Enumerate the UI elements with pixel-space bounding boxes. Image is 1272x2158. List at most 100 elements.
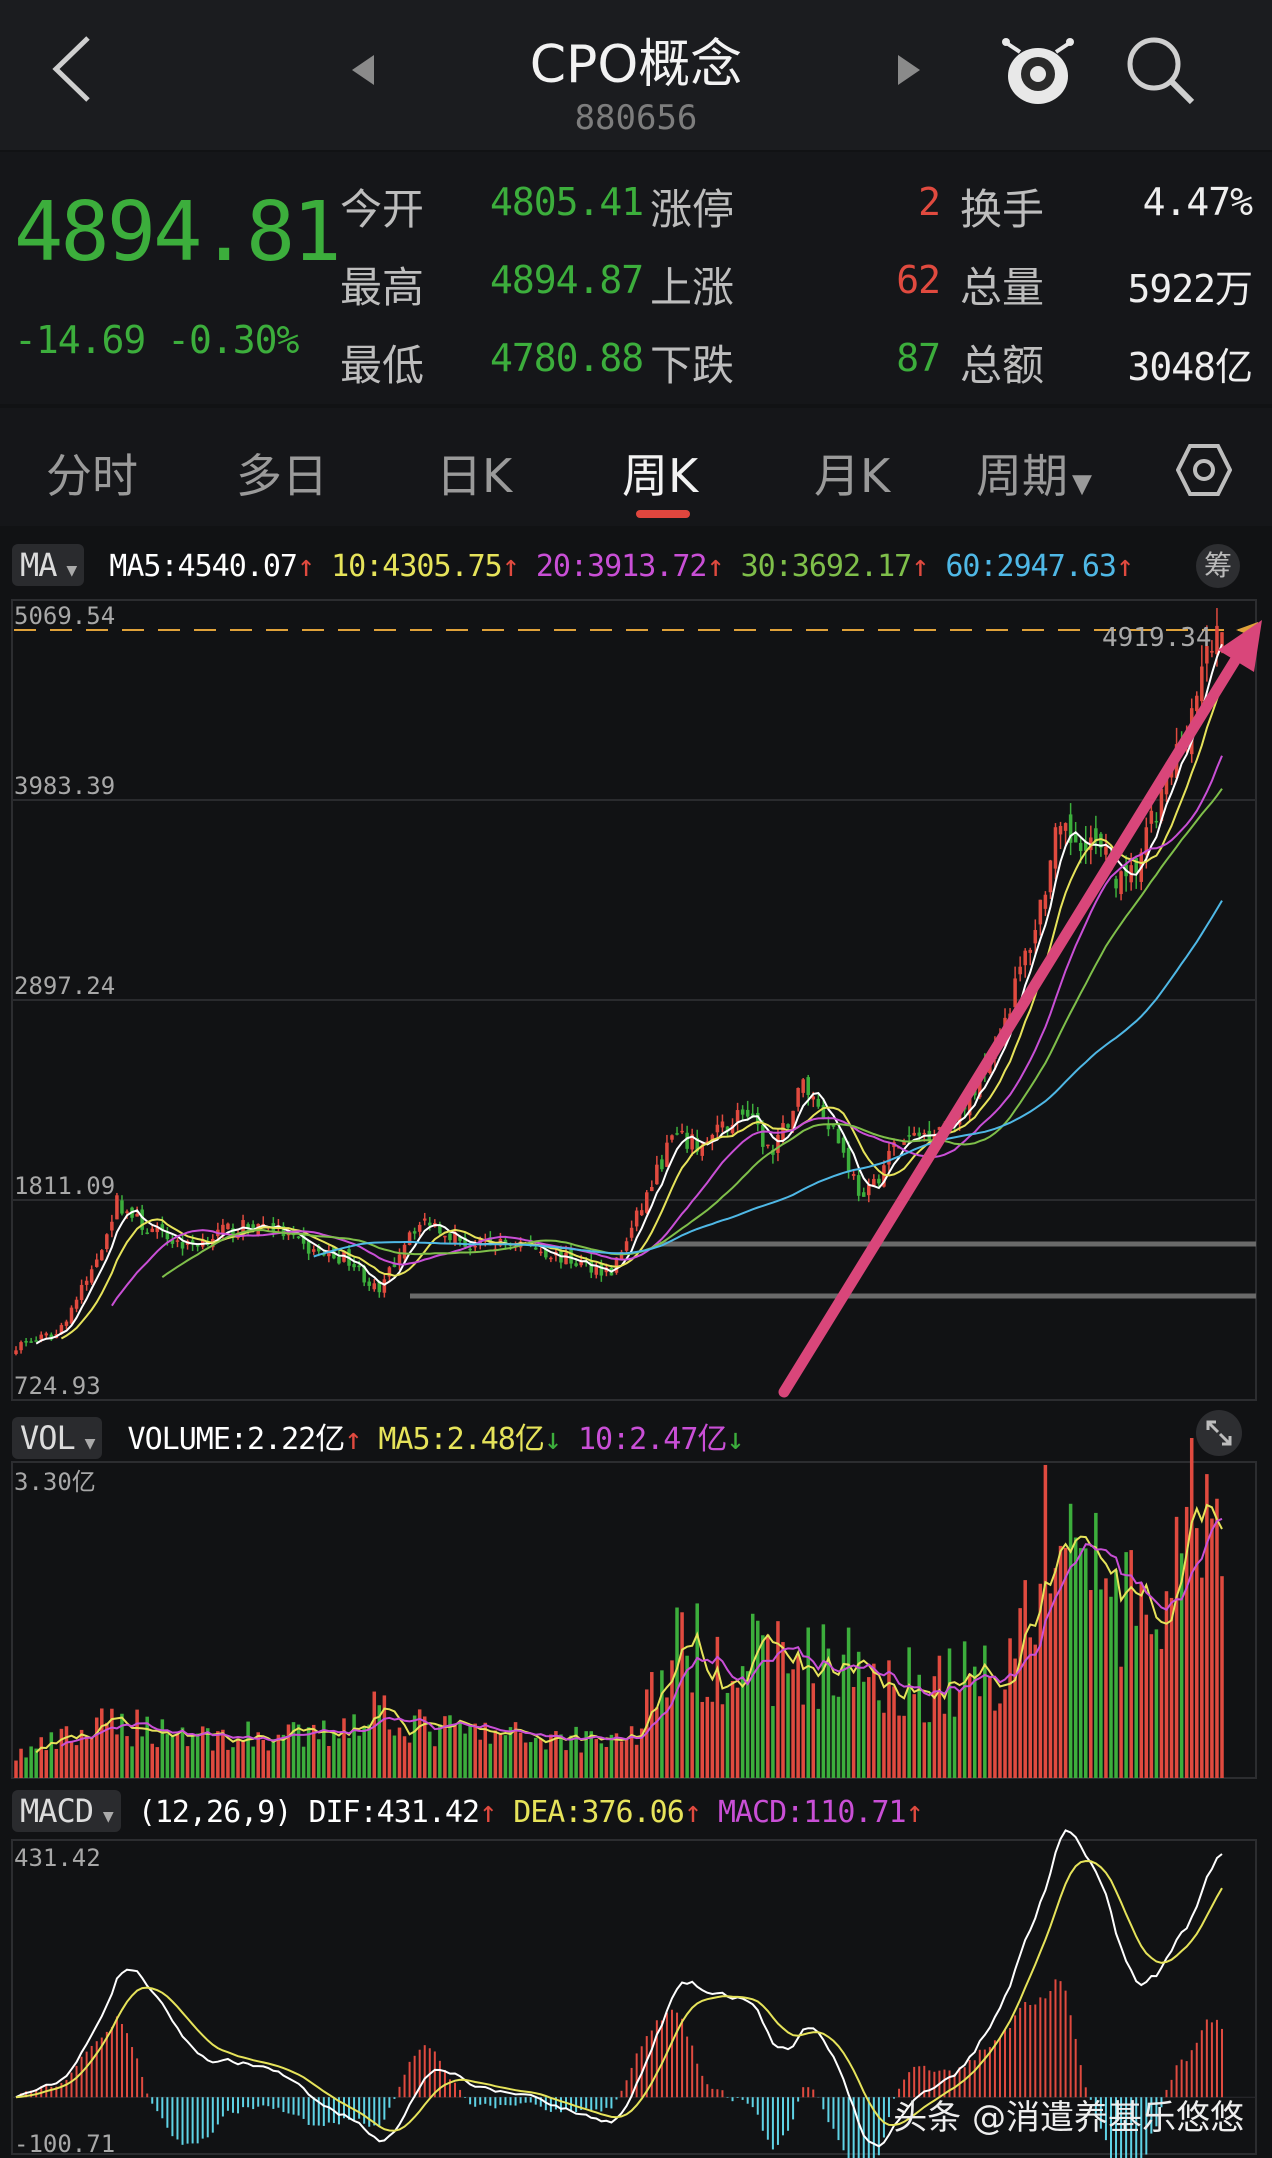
ma-selector[interactable]: MA ▼: [12, 544, 85, 586]
volume-bar: [887, 1660, 891, 1778]
volume-bar: [629, 1726, 634, 1778]
volume-bar: [670, 1660, 674, 1778]
volume-tick-label: 3.30亿: [14, 1468, 96, 1496]
volume-bar: [791, 1669, 795, 1778]
macd-selector[interactable]: MACD ▼: [12, 1790, 121, 1832]
tab-weekly-k[interactable]: 周K: [622, 449, 699, 503]
candle-body: [453, 1232, 457, 1245]
candle-body: [49, 1334, 54, 1340]
change-value: -14.69: [14, 318, 146, 362]
volume-bar: [998, 1703, 1002, 1778]
volume-bar: [1099, 1589, 1103, 1778]
volume-bar: [533, 1737, 538, 1778]
kline-chart[interactable]: 5069.54 3983.39 2897.24 1811.09 724.93 4…: [0, 596, 1272, 2158]
vol-selector[interactable]: VOL ▼: [12, 1417, 103, 1459]
volume-bar: [1018, 1608, 1022, 1778]
volume-bar: [660, 1670, 664, 1778]
chip-distribution-button[interactable]: 筹: [1196, 544, 1240, 588]
search-icon[interactable]: [1124, 34, 1196, 106]
ma30-value: 30:3692.17: [740, 549, 913, 584]
volume-bar: [180, 1727, 185, 1778]
volume-bar: [1144, 1614, 1149, 1778]
volume-bar: [392, 1735, 397, 1778]
tab-intraday[interactable]: 分时: [46, 449, 138, 503]
ma60-line: [313, 900, 1223, 1258]
volume-bar: [453, 1725, 457, 1778]
tab-multiday[interactable]: 多日: [236, 449, 328, 503]
volume-bar: [841, 1654, 846, 1778]
candle-body: [79, 1284, 84, 1301]
volume-bar: [397, 1727, 402, 1778]
dea-value: DEA:376.06: [513, 1795, 685, 1830]
vol-selector-label: VOL: [20, 1419, 76, 1457]
volume-bar: [750, 1613, 755, 1778]
tab-daily-k[interactable]: 日K: [436, 449, 513, 503]
tab-period[interactable]: 周期 ▼: [976, 440, 1092, 506]
volume-bar: [705, 1696, 710, 1778]
candle-body: [761, 1124, 765, 1147]
volume-bar: [367, 1724, 371, 1778]
next-stock-icon[interactable]: [898, 55, 920, 85]
volume-bar: [89, 1737, 94, 1778]
volume-bar: [1124, 1552, 1128, 1778]
volume-bar: [301, 1746, 306, 1778]
candle-body: [680, 1130, 684, 1133]
volume-bar: [1189, 1438, 1194, 1778]
volume-bar: [448, 1715, 452, 1778]
macd-series: [12, 1829, 1256, 2158]
volume-bar: [947, 1648, 952, 1778]
volume-bar: [796, 1655, 800, 1778]
volume-bar: [912, 1694, 916, 1778]
candle-body: [428, 1222, 432, 1226]
trend-arrow: [778, 640, 1250, 1398]
candle-body: [44, 1333, 49, 1336]
amount-value: 3048亿: [1127, 345, 1253, 389]
volume-bar: [1083, 1548, 1088, 1778]
vol-ma5-arrow: ↓: [543, 1422, 562, 1457]
volume-bar: [549, 1734, 553, 1778]
candle-body: [200, 1239, 205, 1247]
volume-bar: [286, 1724, 291, 1778]
candle-body: [917, 1132, 921, 1136]
candle-body: [730, 1124, 735, 1134]
volume-bar: [241, 1740, 245, 1778]
candle-body: [1195, 695, 1199, 712]
volume-bar: [1154, 1629, 1159, 1778]
ma20-value: 20:3913.72: [535, 549, 708, 584]
candle-body: [907, 1135, 911, 1137]
volume-bar: [685, 1655, 689, 1778]
prev-stock-icon[interactable]: [352, 55, 374, 85]
volume-bar: [261, 1739, 266, 1778]
candle-body: [1038, 899, 1043, 925]
volume-bar: [322, 1720, 326, 1778]
hexagon-settings-icon[interactable]: [1176, 442, 1232, 498]
candle-body: [614, 1257, 619, 1273]
candle-body: [539, 1251, 543, 1254]
volume-bar: [826, 1648, 831, 1778]
candle-body: [1114, 878, 1118, 889]
candle-body: [251, 1224, 255, 1232]
candle-body: [221, 1224, 225, 1235]
robot-assistant-icon[interactable]: [998, 30, 1078, 110]
volume-bar: [554, 1731, 558, 1778]
candle-body: [1205, 646, 1209, 664]
ma30-line: [161, 788, 1223, 1279]
expand-icon[interactable]: [1196, 1410, 1242, 1456]
volume-bar: [1008, 1638, 1012, 1778]
volume-bar: [266, 1750, 271, 1778]
turnover-label: 换手: [960, 185, 1045, 234]
candle-body: [438, 1224, 442, 1234]
candle-body: [821, 1105, 826, 1119]
decliners-value: 87: [896, 336, 941, 380]
candle-body: [1200, 666, 1204, 702]
volume-bar: [962, 1641, 967, 1778]
volume-bar: [24, 1757, 28, 1778]
tab-monthly-k[interactable]: 月K: [814, 449, 891, 503]
volume-bar: [175, 1734, 180, 1778]
back-arrow-icon[interactable]: [48, 34, 98, 104]
volume-bar: [508, 1727, 513, 1778]
volume-bar: [130, 1746, 134, 1778]
volume-bar: [64, 1726, 69, 1778]
volume-bar: [609, 1734, 614, 1778]
candle-body: [1215, 625, 1219, 655]
